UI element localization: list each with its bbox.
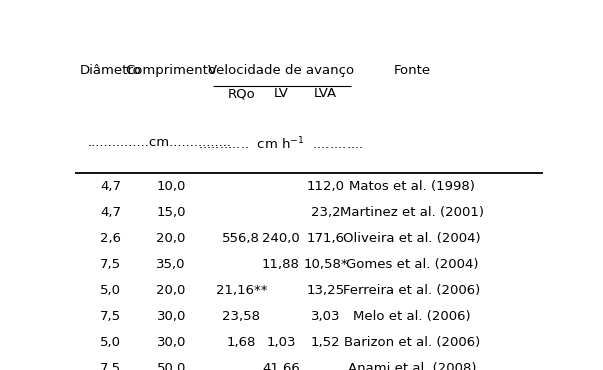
Text: 240,0: 240,0 <box>262 232 300 245</box>
Text: 1,52: 1,52 <box>311 336 340 349</box>
Text: 4,7: 4,7 <box>100 180 121 194</box>
Text: 10,0: 10,0 <box>157 180 186 194</box>
Text: Comprimento: Comprimento <box>125 64 216 77</box>
Text: 7,5: 7,5 <box>100 362 121 370</box>
Text: Anami et al. (2008): Anami et al. (2008) <box>347 362 476 370</box>
Text: Velocidade de avanço: Velocidade de avanço <box>208 64 354 77</box>
Text: ...............cm...............: ...............cm............... <box>87 135 232 149</box>
Text: LV: LV <box>274 87 288 100</box>
Text: 1,68: 1,68 <box>227 336 256 349</box>
Text: 7,5: 7,5 <box>100 310 121 323</box>
Text: 41,66: 41,66 <box>262 362 300 370</box>
Text: 20,0: 20,0 <box>157 284 186 297</box>
Text: 21,16**: 21,16** <box>215 284 267 297</box>
Text: 171,6: 171,6 <box>306 232 344 245</box>
Text: 11,88: 11,88 <box>262 258 300 271</box>
Text: Ferreira et al. (2006): Ferreira et al. (2006) <box>343 284 481 297</box>
Text: 2,6: 2,6 <box>100 232 121 245</box>
Text: 556,8: 556,8 <box>223 232 260 245</box>
Text: Diâmetro: Diâmetro <box>80 64 141 77</box>
Text: 23,58: 23,58 <box>223 310 260 323</box>
Text: 4,7: 4,7 <box>100 206 121 219</box>
Text: Fonte: Fonte <box>393 64 431 77</box>
Text: 23,2: 23,2 <box>311 206 340 219</box>
Text: 15,0: 15,0 <box>156 206 186 219</box>
Text: 7,5: 7,5 <box>100 258 121 271</box>
Text: Oliveira et al. (2004): Oliveira et al. (2004) <box>343 232 481 245</box>
Text: LVA: LVA <box>314 87 337 100</box>
Text: 13,25: 13,25 <box>306 284 344 297</box>
Text: 10,58*: 10,58* <box>303 258 348 271</box>
Text: Martinez et al. (2001): Martinez et al. (2001) <box>340 206 484 219</box>
Text: Melo et al. (2006): Melo et al. (2006) <box>353 310 471 323</box>
Text: RQo: RQo <box>227 87 255 100</box>
Text: Matos et al. (1998): Matos et al. (1998) <box>349 180 475 194</box>
Text: 20,0: 20,0 <box>157 232 186 245</box>
Text: 35,0: 35,0 <box>156 258 186 271</box>
Text: Barizon et al. (2006): Barizon et al. (2006) <box>344 336 480 349</box>
Text: 5,0: 5,0 <box>100 336 121 349</box>
Text: 3,03: 3,03 <box>311 310 340 323</box>
Text: 50,0: 50,0 <box>157 362 186 370</box>
Text: Gomes et al. (2004): Gomes et al. (2004) <box>346 258 478 271</box>
Text: 5,0: 5,0 <box>100 284 121 297</box>
Text: 30,0: 30,0 <box>157 310 186 323</box>
Text: 112,0: 112,0 <box>306 180 344 194</box>
Text: 1,03: 1,03 <box>267 336 295 349</box>
Text: 30,0: 30,0 <box>157 336 186 349</box>
Text: ............  cm h$^{-1}$  ............: ............ cm h$^{-1}$ ............ <box>198 135 364 152</box>
